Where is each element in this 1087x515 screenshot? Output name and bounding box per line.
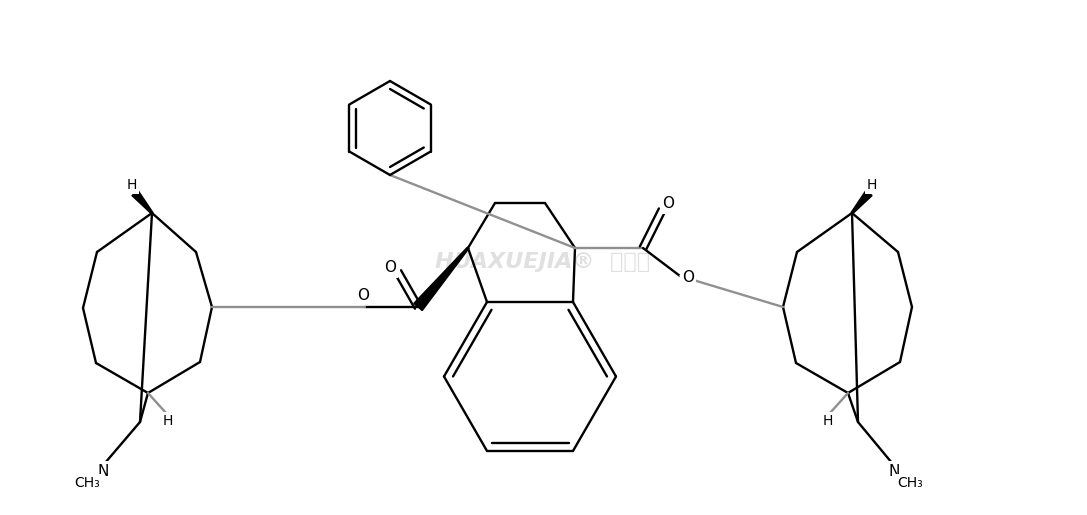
Text: O: O	[384, 261, 396, 276]
Text: N: N	[98, 464, 109, 478]
Text: O: O	[662, 197, 674, 212]
Text: H: H	[823, 414, 834, 428]
Text: H: H	[866, 178, 877, 192]
Text: CH₃: CH₃	[897, 476, 923, 490]
Text: H: H	[163, 414, 173, 428]
Text: CH₃: CH₃	[74, 476, 100, 490]
Text: O: O	[357, 287, 368, 302]
Text: H: H	[127, 178, 137, 192]
Polygon shape	[851, 191, 872, 214]
Text: O: O	[682, 270, 694, 285]
Text: N: N	[888, 464, 900, 478]
Text: HUAXUEJIA®  化学加: HUAXUEJIA® 化学加	[436, 252, 650, 272]
Polygon shape	[132, 191, 153, 214]
Polygon shape	[414, 247, 468, 311]
